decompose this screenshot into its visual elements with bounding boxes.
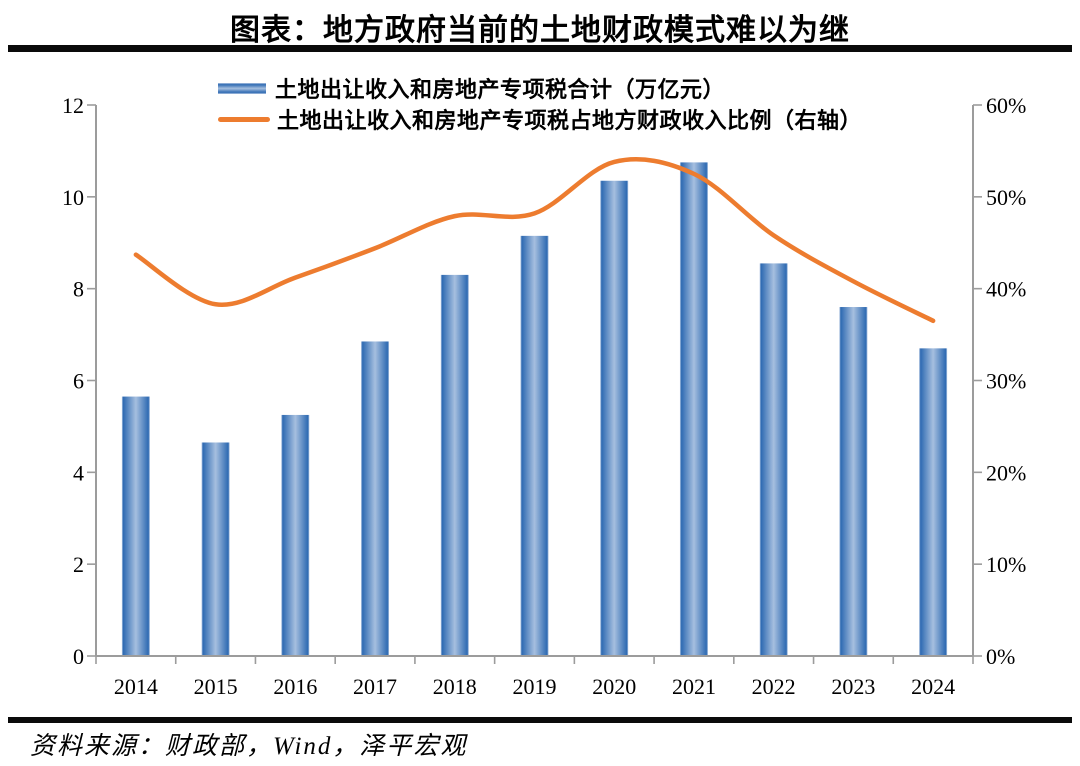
left-axis-tick-label: 4 — [73, 460, 84, 485]
bar-2021 — [679, 162, 708, 656]
legend-item-bar-series: 土地出让收入和房地产专项税合计（万亿元） — [218, 74, 862, 102]
left-axis-tick-label: 10 — [62, 185, 84, 210]
ratio-line-series — [133, 157, 936, 324]
bottom-divider — [8, 717, 1072, 723]
top-divider — [8, 45, 1072, 52]
left-axis-tick-label: 0 — [73, 644, 84, 669]
x-axis-label-2018: 2018 — [433, 674, 477, 699]
bar-series-swatch-icon — [218, 82, 266, 94]
bar-2018 — [440, 274, 469, 656]
bar-2022 — [759, 263, 788, 656]
x-axis-label-2014: 2014 — [114, 674, 158, 699]
bar-2019 — [520, 235, 549, 657]
bar-2024 — [919, 348, 948, 656]
bar-2017 — [361, 341, 390, 656]
x-axis-label-2019: 2019 — [513, 674, 557, 699]
left-axis-tick-label: 8 — [73, 277, 84, 302]
left-axis-tick-label: 12 — [62, 93, 84, 118]
x-axis-label-2023: 2023 — [831, 674, 875, 699]
right-axis-tick-label: 40% — [986, 277, 1026, 302]
x-axis-label-2021: 2021 — [672, 674, 716, 699]
legend-item-line-series: 土地出让收入和房地产专项税占地方财政收入比例（右轴） — [218, 105, 862, 133]
left-axis-tick-label: 6 — [73, 369, 84, 394]
bar-2016 — [281, 414, 310, 656]
x-axis-label-2015: 2015 — [194, 674, 238, 699]
x-axis-label-2022: 2022 — [752, 674, 796, 699]
x-axis-label-2017: 2017 — [353, 674, 397, 699]
right-axis-tick-label: 20% — [986, 460, 1026, 485]
x-axis-label-2024: 2024 — [911, 674, 955, 699]
chart-legend: 土地出让收入和房地产专项税合计（万亿元） 土地出让收入和房地产专项税占地方财政收… — [218, 74, 862, 133]
x-axis-label-2016: 2016 — [273, 674, 317, 699]
bar-2020 — [600, 180, 629, 656]
legend-label-bar-series: 土地出让收入和房地产专项税合计（万亿元） — [275, 77, 726, 102]
bar-2015 — [201, 442, 230, 656]
x-axis-label-2020: 2020 — [592, 674, 636, 699]
right-axis-tick-label: 0% — [986, 644, 1015, 669]
right-axis-tick-label: 60% — [986, 93, 1026, 118]
line-series-swatch-icon — [218, 116, 270, 122]
right-axis-tick-label: 10% — [986, 552, 1026, 577]
chart-title: 图表：地方政府当前的土地财政模式难以为继 — [230, 14, 850, 47]
source-note: 资料来源：财政部，Wind，泽平宏观 — [30, 733, 468, 760]
right-axis-tick-label: 50% — [986, 185, 1026, 210]
bar-2014 — [121, 396, 150, 656]
bar-2023 — [839, 307, 868, 656]
left-axis-tick-label: 2 — [73, 552, 84, 577]
legend-label-line-series: 土地出让收入和房地产专项税占地方财政收入比例（右轴） — [277, 108, 863, 133]
right-axis-tick-label: 30% — [986, 369, 1026, 394]
